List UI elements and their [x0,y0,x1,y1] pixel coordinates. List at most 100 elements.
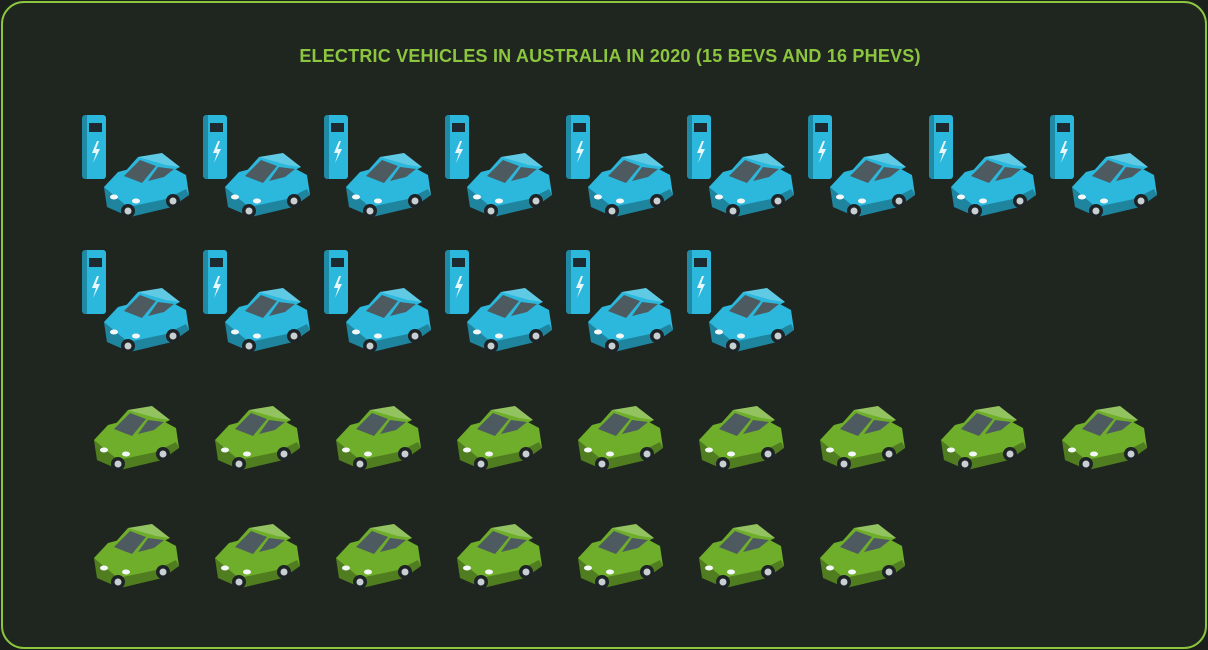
headlight [495,333,503,339]
windshield [245,160,277,183]
pictogram-icon [687,250,794,353]
hubcap [487,207,495,215]
car-roof-light [622,288,664,302]
pictogram-icon [324,115,431,218]
headlight [485,451,493,457]
headlight [1090,451,1098,457]
car-roof-light [864,153,906,167]
side-window [743,420,769,434]
windshield [356,531,388,554]
pictogram-icon [820,406,905,471]
hubcap [366,342,374,350]
side-window [753,302,779,316]
headlight [826,565,834,571]
windshield [487,160,519,183]
windshield [235,531,267,554]
car-roof-light [128,524,170,538]
side-window [753,167,779,181]
hubcap [290,197,298,205]
charger-bolt [455,141,463,163]
pictogram-icon [808,115,915,218]
headlight [110,194,118,200]
windshield [608,160,640,183]
charger-bolt [213,276,221,298]
windshield [961,413,993,436]
car [699,524,784,589]
pictogram-icon [445,250,552,353]
car-roof-light [128,406,170,420]
car [215,524,300,589]
headlight [616,198,624,204]
hubcap [764,450,772,458]
pictogram-icon [457,524,542,589]
car [578,524,663,589]
hubcap [643,568,651,576]
charger [203,250,227,314]
headlight [1100,198,1108,204]
hubcap [235,578,243,586]
car [225,153,310,218]
pictogram-icon [94,524,179,589]
charger-bolt [213,141,221,163]
hubcap [114,460,122,468]
windshield [598,413,630,436]
charger-bolt [455,276,463,298]
car-roof-light [380,288,422,302]
car [951,153,1036,218]
windshield [598,531,630,554]
car [457,406,542,471]
hubcap [1016,197,1024,205]
hubcap [401,568,409,576]
headlight [969,451,977,457]
pictogram-icon [215,524,300,589]
pictogram-icon [820,524,905,589]
hubcap [411,197,419,205]
headlight [606,451,614,457]
car-roof-light [612,524,654,538]
headlight [352,194,360,200]
headlight [374,333,382,339]
hubcap [487,342,495,350]
charger-bolt [92,276,100,298]
pictogram-icon [457,406,542,471]
windshield [487,295,519,318]
headlight [253,333,261,339]
hubcap [124,207,132,215]
windshield [1082,413,1114,436]
hubcap [356,460,364,468]
hubcap [290,332,298,340]
windshield [114,531,146,554]
car-roof-light [138,153,180,167]
hubcap [729,207,737,215]
headlight [584,565,592,571]
headlight [705,565,713,571]
pictogram-icon [566,115,673,218]
charger [324,115,348,179]
car [820,406,905,471]
car [457,524,542,589]
headlight [715,329,723,335]
headlight [848,451,856,457]
chart-title: ELECTRIC VEHICLES IN AUSTRALIA IN 2020 (… [299,46,920,66]
charger-bolt [576,141,584,163]
car-roof-light [975,406,1017,420]
charger-screen [573,258,586,267]
side-window [511,302,537,316]
charger [929,115,953,179]
windshield [235,413,267,436]
windshield [245,295,277,318]
charger [808,115,832,179]
windshield [114,413,146,436]
charger-bolt [1060,141,1068,163]
car-roof-light [985,153,1027,167]
windshield [366,160,398,183]
windshield [840,531,872,554]
charger [82,115,106,179]
headlight [737,198,745,204]
pictogram-icon [1050,115,1157,218]
charger-screen [815,123,828,132]
pictogram-icon [699,406,784,471]
side-window [864,538,890,552]
car [346,153,431,218]
headlight [594,194,602,200]
